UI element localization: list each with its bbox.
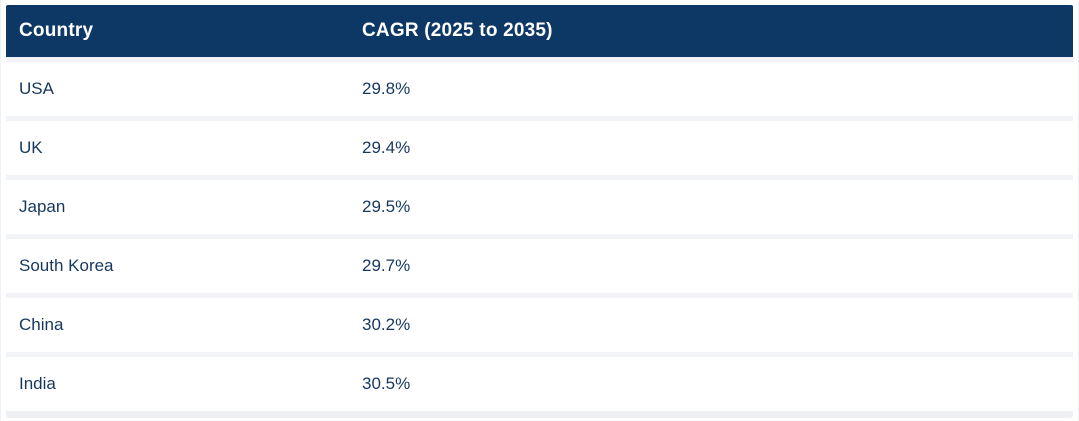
cagr-cell: 29.4% (362, 138, 411, 157)
table-header-row: Country CAGR (2025 to 2035) (6, 5, 1073, 57)
table-row: Japan 29.5% (6, 180, 1073, 234)
cagr-table: Country CAGR (2025 to 2035) USA 29.8% UK… (6, 5, 1073, 418)
table-row: South Korea 29.7% (6, 239, 1073, 293)
cagr-cell: 29.8% (362, 79, 411, 98)
column-header-country: Country (19, 20, 94, 41)
cagr-cell: 30.5% (362, 374, 411, 393)
table-bottom-border (6, 411, 1073, 418)
row-separator (6, 57, 1073, 62)
row-separator (6, 293, 1073, 298)
row-separator (6, 116, 1073, 121)
country-cell: Japan (19, 197, 66, 216)
cagr-cell: 29.7% (362, 256, 411, 275)
country-cell: China (19, 315, 64, 334)
row-separator (6, 234, 1073, 239)
row-separator (6, 352, 1073, 357)
country-cell: South Korea (19, 256, 114, 275)
country-cell: India (19, 374, 56, 393)
cagr-cell: 30.2% (362, 315, 411, 334)
cagr-cell: 29.5% (362, 197, 411, 216)
table-row: USA 29.8% (6, 62, 1073, 116)
country-cell: USA (19, 79, 54, 98)
table-row: India 30.5% (6, 357, 1073, 411)
table-row: China 30.2% (6, 298, 1073, 352)
row-separator (6, 175, 1073, 180)
column-header-cagr: CAGR (2025 to 2035) (362, 20, 553, 41)
table-row: UK 29.4% (6, 121, 1073, 175)
country-cell: UK (19, 138, 43, 157)
